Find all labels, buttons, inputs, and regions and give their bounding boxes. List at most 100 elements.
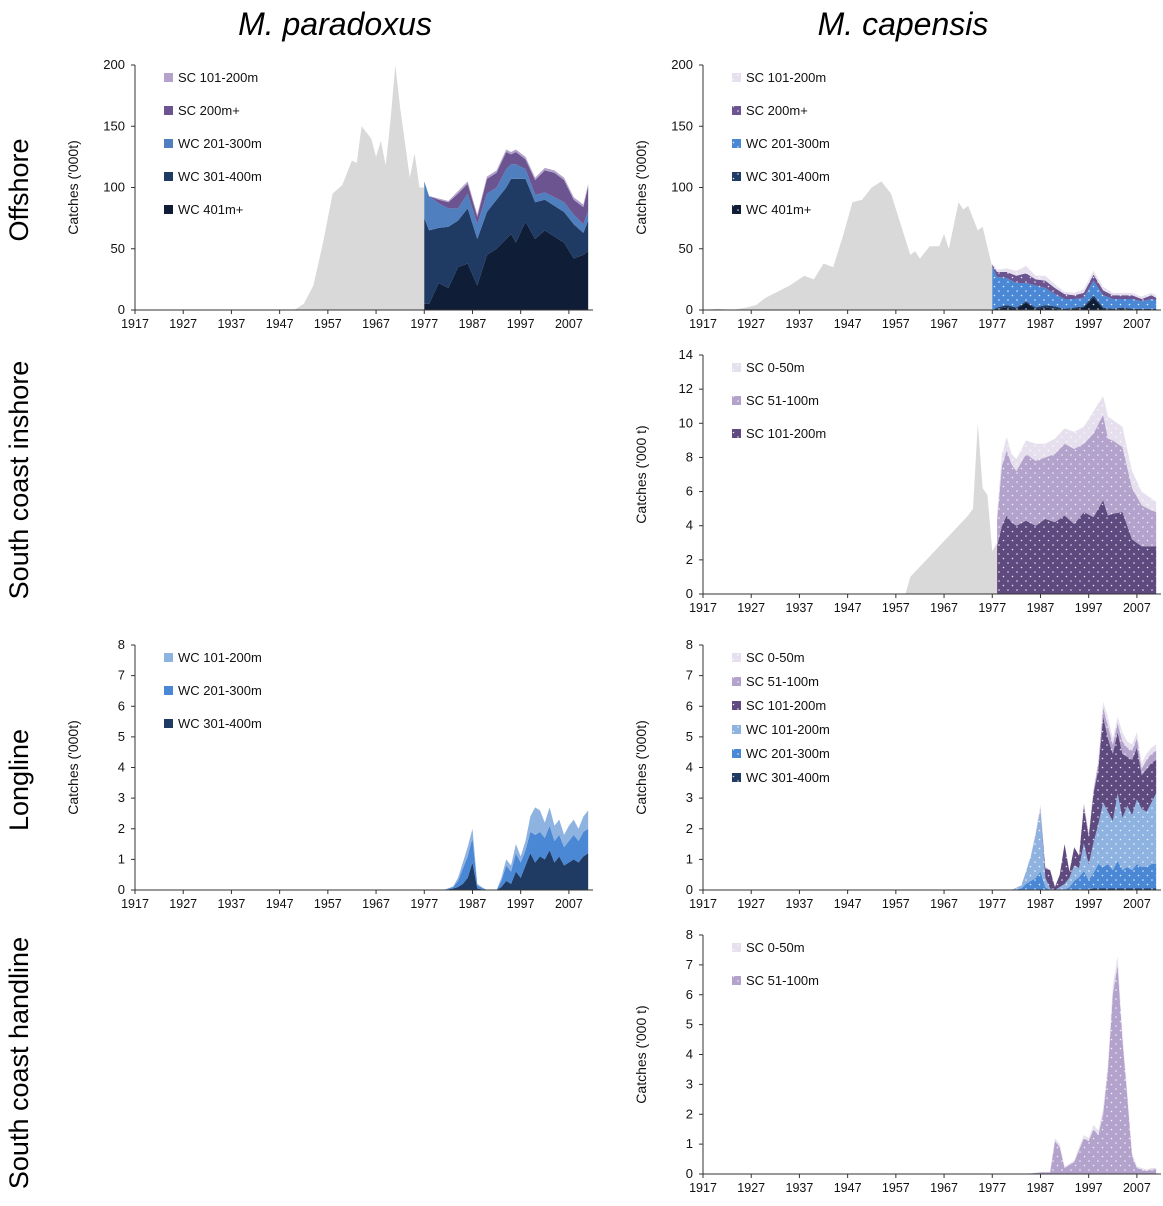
legend-label: SC 51-100m — [746, 973, 819, 988]
x-tick-label: 2007 — [1123, 317, 1151, 331]
row-label-offshore: Offshore — [4, 138, 34, 242]
x-tick-label: 1917 — [121, 317, 149, 331]
series-area-wc-201-300m — [424, 164, 589, 239]
y-tick-label: 3 — [118, 790, 125, 805]
x-tick-label: 1997 — [1075, 1181, 1103, 1195]
y-tick-label: 50 — [679, 241, 693, 256]
y-axis-label: Catches ('000 t) — [633, 1005, 649, 1103]
x-tick-label: 1937 — [218, 897, 246, 911]
y-tick-label: 100 — [671, 180, 693, 195]
x-tick-label: 1977 — [978, 897, 1006, 911]
legend-label: SC 101-200m — [178, 70, 258, 85]
legend-swatch — [164, 172, 173, 181]
legend-swatch-dots — [732, 73, 741, 82]
y-tick-label: 14 — [679, 347, 693, 362]
legend-label: WC 201-300m — [746, 746, 830, 761]
legend-swatch — [164, 73, 173, 82]
legend-swatch-dots — [732, 396, 741, 405]
y-tick-label: 4 — [686, 518, 693, 533]
x-tick-label: 1957 — [314, 317, 342, 331]
series-dots-sc-200m- — [992, 264, 1157, 302]
y-axis-label: Catches ('000t) — [65, 720, 81, 815]
y-tick-label: 8 — [686, 637, 693, 652]
x-tick-label: 1947 — [266, 897, 294, 911]
x-tick-label: 2007 — [1123, 897, 1151, 911]
legend-swatch-dots — [732, 725, 741, 734]
x-tick-label: 1947 — [834, 317, 862, 331]
legend-swatch-dots — [732, 677, 741, 686]
x-tick-label: 1947 — [834, 897, 862, 911]
legend-label: WC 301-400m — [178, 169, 262, 184]
y-tick-label: 12 — [679, 381, 693, 396]
legend-swatch-dots — [732, 653, 741, 662]
series-area-wc-301-400m — [424, 178, 589, 304]
y-tick-label: 2 — [686, 1106, 693, 1121]
legend-label: WC 301-400m — [178, 716, 262, 731]
legend-label: SC 51-100m — [746, 393, 819, 408]
x-tick-label: 1967 — [930, 601, 958, 615]
x-tick-label: 1977 — [410, 897, 438, 911]
legend-swatch-dots — [732, 106, 741, 115]
series-dots-sc-101-200m — [1011, 716, 1157, 890]
series-area-wc-401m- — [424, 221, 589, 310]
y-tick-label: 200 — [103, 57, 125, 72]
y-tick-label: 100 — [103, 180, 125, 195]
x-tick-label: 1937 — [786, 317, 814, 331]
pre-1977-area — [135, 65, 425, 310]
series-area-wc-201-300m — [443, 825, 589, 890]
x-tick-label: 1977 — [410, 317, 438, 331]
y-tick-label: 3 — [686, 790, 693, 805]
y-tick-label: 8 — [686, 927, 693, 942]
x-tick-label: 1987 — [1027, 601, 1055, 615]
column-title-capensis: M. capensis — [817, 6, 989, 42]
legend-swatch — [164, 139, 173, 148]
y-tick-label: 5 — [686, 729, 693, 744]
legend-swatch-dots — [732, 363, 741, 372]
x-tick-label: 1927 — [737, 1181, 765, 1195]
y-tick-label: 0 — [118, 882, 125, 897]
series-area-wc-301-400m — [443, 850, 589, 890]
x-tick-label: 2007 — [1123, 601, 1151, 615]
series-dots-wc-201-300m — [992, 267, 1157, 310]
x-tick-label: 1937 — [786, 601, 814, 615]
x-tick-label: 1987 — [1027, 1181, 1055, 1195]
x-tick-label: 1967 — [362, 317, 390, 331]
legend-label: SC 0-50m — [746, 650, 805, 665]
x-tick-label: 1977 — [978, 601, 1006, 615]
y-tick-label: 6 — [686, 484, 693, 499]
series-area-sc-200m- — [424, 151, 589, 225]
legend-label: WC 101-200m — [746, 722, 830, 737]
chart-longline-capensis: 0 1 2 3 4 5 6 7 8 1917 1927 1937 1947 1957 1967 1977 198… — [633, 637, 1161, 911]
x-tick-label: 1937 — [218, 317, 246, 331]
x-tick-label: 1967 — [930, 317, 958, 331]
x-tick-label: 1927 — [169, 897, 197, 911]
legend-swatch — [164, 205, 173, 214]
y-tick-label: 0 — [118, 302, 125, 317]
y-tick-label: 4 — [686, 760, 693, 775]
x-tick-label: 1987 — [1027, 897, 1055, 911]
y-tick-label: 6 — [686, 698, 693, 713]
legend-label: WC 401m+ — [746, 202, 811, 217]
x-tick-label: 1987 — [459, 897, 487, 911]
legend-swatch-dots — [732, 172, 741, 181]
column-title-paradoxus: M. paradoxus — [238, 6, 432, 42]
legend-label: SC 101-200m — [746, 426, 826, 441]
x-tick-label: 1967 — [930, 1181, 958, 1195]
y-tick-label: 8 — [118, 637, 125, 652]
x-tick-label: 1917 — [689, 897, 717, 911]
y-tick-label: 6 — [686, 987, 693, 1002]
x-tick-label: 2007 — [555, 317, 583, 331]
series-area-wc-101-200m — [443, 807, 589, 890]
y-tick-label: 6 — [118, 698, 125, 713]
legend-label: SC 200m+ — [746, 103, 808, 118]
x-tick-label: 1957 — [882, 317, 910, 331]
chart-offshore-paradoxus: 0 50 100 150 200 1917 1927 1937 1947 1957 1967 1977… — [65, 57, 593, 331]
y-tick-label: 0 — [686, 882, 693, 897]
x-tick-label: 2007 — [1123, 1181, 1151, 1195]
series-dots-sc-101-200m — [997, 500, 1157, 594]
y-tick-label: 8 — [686, 449, 693, 464]
legend-swatch — [164, 653, 173, 662]
legend-label: WC 301-400m — [746, 770, 830, 785]
x-tick-label: 1957 — [882, 897, 910, 911]
x-tick-label: 1927 — [737, 897, 765, 911]
